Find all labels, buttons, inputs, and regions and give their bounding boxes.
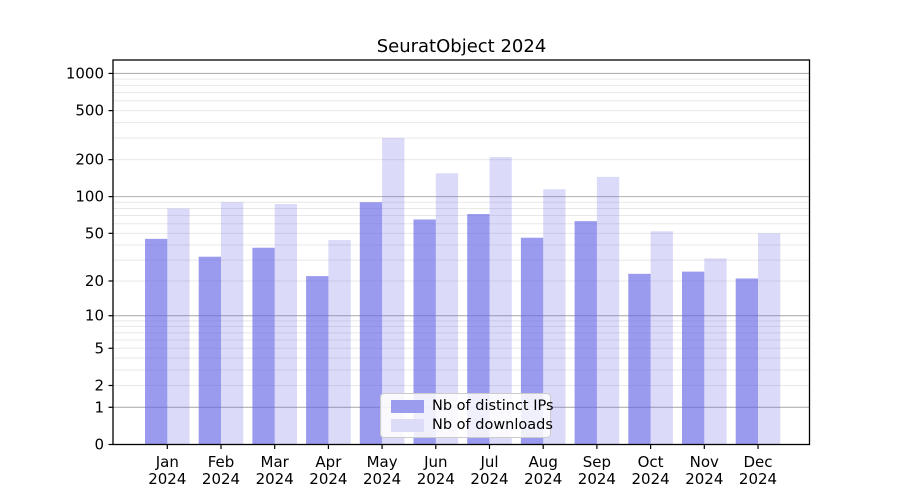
- x-tick-label-may: May 2024: [363, 453, 401, 488]
- bar-downloads-sep: [596, 176, 620, 445]
- y-tick-label: 1: [94, 398, 104, 416]
- y-tick-label: 20: [85, 272, 104, 290]
- bar-downloads-dec: [758, 233, 781, 445]
- x-tick-label-nov: Nov 2024: [685, 453, 723, 488]
- y-tick-label: 500: [75, 102, 104, 120]
- x-tick-label-dec: Dec 2024: [739, 453, 777, 488]
- y-tick-label: 5: [94, 339, 104, 357]
- legend-row-downloads: Nb of downloads: [391, 417, 553, 433]
- bar-downloads-nov: [704, 258, 727, 445]
- y-tick-label: 0: [94, 436, 104, 454]
- x-tick-label-apr: Apr 2024: [309, 453, 347, 488]
- legend-label-downloads: Nb of downloads: [432, 417, 553, 433]
- bar-distinct-ips-sep: [574, 221, 597, 445]
- bar-downloads-jun: [435, 173, 459, 445]
- bar-distinct-ips-nov: [682, 271, 705, 445]
- x-tick-label-aug: Aug 2024: [524, 453, 562, 488]
- axes-frame: [112, 59, 811, 446]
- x-tick-label-oct: Oct 2024: [632, 453, 670, 488]
- bar-downloads-apr: [328, 240, 351, 445]
- bar-distinct-ips-feb: [198, 256, 221, 445]
- bar-downloads-jul: [489, 157, 512, 445]
- y-tick-label: 1000: [66, 64, 104, 82]
- bar-distinct-ips-dec: [735, 278, 758, 445]
- x-tick-label-jan: Jan 2024: [148, 453, 186, 488]
- chart-title: SeuratObject 2024: [376, 36, 547, 57]
- bar-distinct-ips-mar: [252, 247, 275, 445]
- x-tick-label-feb: Feb 2024: [202, 453, 240, 488]
- bar-distinct-ips-jan: [145, 238, 168, 445]
- x-tick-label-sep: Sep 2024: [578, 453, 616, 488]
- bar-distinct-ips-may: [359, 202, 383, 445]
- bar-downloads-may: [382, 137, 405, 445]
- legend: Nb of distinct IPs Nb of downloads: [380, 393, 554, 438]
- x-tick-label-mar: Mar 2024: [256, 453, 294, 488]
- y-tick-label: 50: [85, 224, 104, 242]
- bar-distinct-ips-jul: [467, 214, 490, 445]
- legend-swatch-distinct-ips: [391, 399, 424, 413]
- bar-distinct-ips-jun: [413, 219, 436, 445]
- x-tick-label-jun: Jun 2024: [417, 453, 455, 488]
- bar-downloads-feb: [221, 202, 244, 445]
- bar-distinct-ips-oct: [628, 273, 651, 445]
- y-tick-label: 2: [94, 376, 104, 394]
- y-tick-label: 10: [85, 307, 104, 325]
- x-tick-label-jul: Jul 2024: [470, 453, 508, 488]
- legend-row-distinct-ips: Nb of distinct IPs: [391, 398, 554, 414]
- bar-downloads-aug: [543, 189, 566, 445]
- y-tick-label: 200: [75, 151, 104, 169]
- legend-swatch-downloads: [391, 418, 424, 432]
- legend-label-distinct-ips: Nb of distinct IPs: [432, 398, 554, 414]
- bar-distinct-ips-aug: [520, 237, 544, 445]
- bar-downloads-oct: [650, 231, 673, 445]
- y-tick-label: 100: [75, 188, 104, 206]
- bar-downloads-jan: [167, 208, 190, 445]
- bar-downloads-mar: [274, 204, 297, 445]
- bar-distinct-ips-apr: [306, 276, 329, 445]
